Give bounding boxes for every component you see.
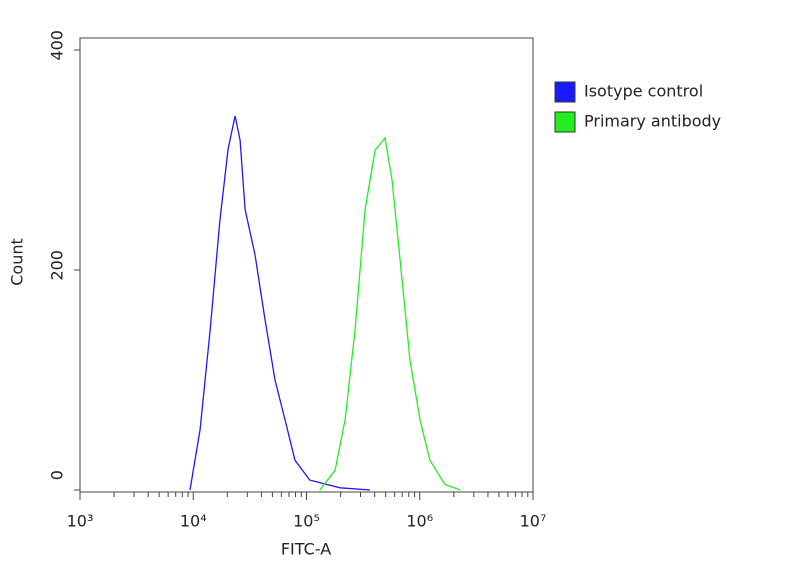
legend-label: Isotype control <box>584 82 703 101</box>
legend-swatch <box>554 111 576 133</box>
legend-swatch <box>554 81 576 103</box>
y-tick-label: 400 <box>48 30 67 61</box>
y-axis-label: Count <box>8 238 27 286</box>
x-tick-label: 10⁵ <box>293 512 320 531</box>
x-tick-label: 10⁴ <box>180 512 207 531</box>
x-tick-label: 10³ <box>67 512 94 531</box>
y-tick-label: 200 <box>48 250 67 281</box>
legend-label: Primary antibody <box>584 112 721 131</box>
x-tick-label: 10⁷ <box>520 512 547 531</box>
y-tick-label: 0 <box>48 470 67 480</box>
series-line <box>319 136 461 491</box>
plot-frame <box>79 37 534 493</box>
series-line <box>189 115 371 491</box>
x-tick-label: 10⁶ <box>406 512 433 531</box>
x-axis-label: FITC-A <box>281 540 331 559</box>
